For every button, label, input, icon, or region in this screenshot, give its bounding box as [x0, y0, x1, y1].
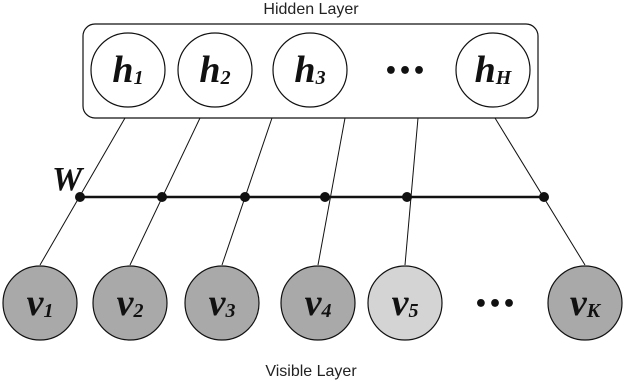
node-subscript: 4: [320, 300, 331, 322]
ellipsis: •••: [384, 59, 426, 84]
node: [92, 265, 168, 341]
node: [2, 265, 78, 341]
node-symbol: h: [475, 49, 496, 91]
node-subscript: K: [586, 300, 602, 322]
node-symbol: v: [117, 282, 135, 324]
node-label: v3: [209, 282, 236, 324]
node-symbol: v: [209, 282, 227, 324]
node: [280, 265, 356, 341]
node-label: h2: [199, 49, 230, 91]
node: [177, 32, 253, 108]
node-symbol: h: [294, 49, 315, 91]
node-subscript: 1: [43, 300, 53, 322]
node-label: h1: [112, 49, 143, 91]
node: [90, 32, 166, 108]
node-subscript: 2: [132, 300, 143, 322]
node-subscript: 3: [315, 67, 326, 89]
weight-junctions: [75, 192, 549, 202]
node-symbol: v: [392, 282, 410, 324]
visible-layer-title: Visible Layer: [265, 363, 357, 380]
ellipsis: •••: [474, 292, 516, 317]
hidden-layer-title: Hidden Layer: [263, 1, 359, 18]
node: [367, 265, 443, 341]
node-subscript: 3: [224, 300, 235, 322]
node-subscript: 5: [408, 300, 418, 322]
weight-label: W: [52, 161, 85, 198]
node-subscript: H: [495, 67, 513, 89]
node-label: v5: [392, 282, 419, 324]
visible-nodes: v1 v2 v3 v4 v5 ••• vK: [2, 265, 623, 341]
node-label: hH: [475, 49, 513, 91]
node-label: h3: [294, 49, 325, 91]
node-symbol: v: [570, 282, 588, 324]
node-label: v2: [117, 282, 144, 324]
node: [272, 32, 348, 108]
node-label: vK: [570, 282, 602, 324]
connections: [39, 117, 586, 266]
node-subscript: 1: [134, 67, 144, 89]
hidden-nodes: h1 h2 h3 ••• hH: [90, 32, 531, 108]
node-label: v4: [305, 282, 332, 324]
node: [547, 265, 623, 341]
node-symbol: h: [199, 49, 220, 91]
node-label: v1: [27, 282, 54, 324]
node-subscript: 2: [220, 67, 231, 89]
node-symbol: h: [112, 49, 133, 91]
node-symbol: v: [27, 282, 45, 324]
node-symbol: v: [305, 282, 323, 324]
node: [455, 32, 531, 108]
node: [184, 265, 260, 341]
